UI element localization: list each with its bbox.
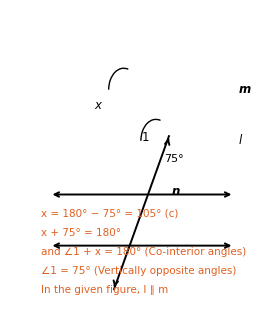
Text: x: x [94,99,101,112]
Text: and ∠1 + x = 180° (Co-interior angles): and ∠1 + x = 180° (Co-interior angles) [41,247,246,257]
Text: m: m [238,83,251,96]
Text: 1: 1 [142,130,149,144]
Text: n: n [171,185,180,198]
Text: 75°: 75° [165,154,184,164]
Text: In the given figure, l ∥ m: In the given figure, l ∥ m [41,285,168,295]
Text: x + 75° = 180°: x + 75° = 180° [41,228,121,238]
Text: l: l [238,134,242,147]
Text: ∠1 = 75° (Vertically opposite angles): ∠1 = 75° (Vertically opposite angles) [41,266,237,276]
Text: x = 180° − 75° = 105° (c): x = 180° − 75° = 105° (c) [41,208,178,218]
